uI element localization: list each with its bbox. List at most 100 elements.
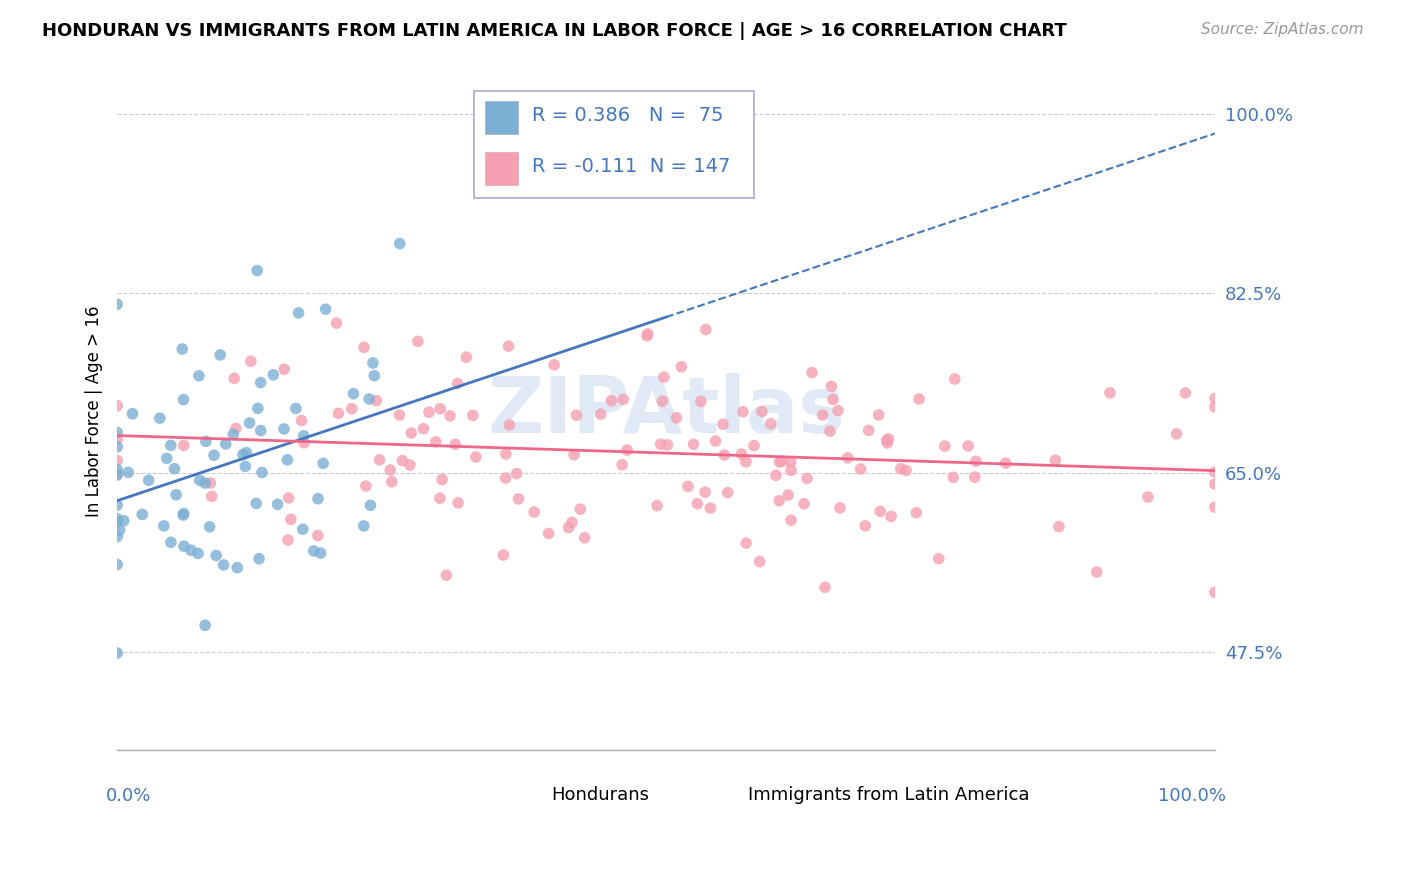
- Point: [876, 434, 898, 448]
- FancyBboxPatch shape: [506, 787, 540, 804]
- Point: [934, 439, 956, 453]
- Point: [665, 410, 688, 425]
- Point: [262, 368, 284, 382]
- Point: [246, 263, 269, 277]
- Point: [600, 393, 623, 408]
- Point: [105, 530, 128, 544]
- Point: [366, 393, 388, 408]
- Point: [232, 448, 254, 462]
- Point: [1166, 426, 1188, 441]
- Point: [942, 470, 965, 484]
- Point: [200, 475, 222, 490]
- Point: [731, 405, 754, 419]
- Point: [890, 462, 912, 476]
- Point: [325, 316, 347, 330]
- Point: [359, 498, 381, 512]
- Point: [957, 439, 980, 453]
- Point: [508, 491, 530, 506]
- Y-axis label: In Labor Force | Age > 16: In Labor Force | Age > 16: [86, 306, 103, 517]
- Point: [779, 455, 801, 469]
- Point: [616, 443, 638, 458]
- Point: [686, 497, 709, 511]
- Point: [801, 366, 824, 380]
- Point: [152, 519, 174, 533]
- Point: [131, 508, 153, 522]
- Point: [388, 408, 411, 422]
- Point: [943, 372, 966, 386]
- Point: [430, 473, 453, 487]
- Point: [247, 551, 270, 566]
- Point: [172, 508, 194, 522]
- Point: [233, 459, 256, 474]
- Point: [173, 507, 195, 521]
- Point: [105, 646, 128, 660]
- Text: Hondurans: Hondurans: [551, 786, 648, 805]
- Point: [277, 533, 299, 547]
- Point: [212, 558, 235, 572]
- Point: [671, 359, 693, 374]
- Point: [1204, 400, 1226, 414]
- Point: [194, 618, 217, 632]
- Point: [523, 505, 546, 519]
- Point: [353, 519, 375, 533]
- Text: Immigrants from Latin America: Immigrants from Latin America: [748, 786, 1029, 805]
- Point: [1045, 453, 1067, 467]
- Point: [447, 496, 470, 510]
- Point: [173, 438, 195, 452]
- Point: [292, 435, 315, 450]
- Point: [328, 406, 350, 420]
- Point: [399, 425, 422, 440]
- Text: 100.0%: 100.0%: [1157, 787, 1226, 805]
- Point: [689, 394, 711, 409]
- Point: [412, 422, 434, 436]
- Point: [215, 437, 238, 451]
- Point: [695, 485, 717, 500]
- Point: [780, 463, 803, 477]
- Point: [105, 498, 128, 512]
- Point: [699, 501, 721, 516]
- Point: [138, 473, 160, 487]
- Point: [315, 302, 337, 317]
- Point: [250, 466, 273, 480]
- Point: [149, 411, 172, 425]
- Point: [464, 450, 486, 464]
- Point: [406, 334, 429, 349]
- Point: [751, 404, 773, 418]
- Point: [853, 518, 876, 533]
- Text: R = 0.386   N =  75: R = 0.386 N = 75: [531, 106, 724, 125]
- Point: [235, 445, 257, 459]
- Point: [557, 520, 579, 534]
- Point: [342, 386, 364, 401]
- Point: [292, 429, 315, 443]
- Point: [117, 466, 139, 480]
- Point: [965, 454, 987, 468]
- Point: [717, 485, 740, 500]
- Point: [180, 543, 202, 558]
- Point: [165, 488, 187, 502]
- Point: [276, 452, 298, 467]
- Point: [224, 371, 246, 385]
- Text: 0.0%: 0.0%: [107, 787, 152, 805]
- Point: [112, 514, 135, 528]
- Point: [880, 509, 903, 524]
- Point: [610, 458, 633, 472]
- Point: [273, 422, 295, 436]
- Point: [399, 458, 422, 472]
- Point: [498, 417, 520, 432]
- Point: [1204, 465, 1226, 479]
- Point: [569, 502, 592, 516]
- Point: [735, 455, 758, 469]
- Point: [249, 376, 271, 390]
- Point: [821, 392, 844, 407]
- Point: [837, 450, 859, 465]
- FancyBboxPatch shape: [704, 787, 737, 804]
- Point: [188, 474, 211, 488]
- Point: [187, 368, 209, 383]
- Point: [820, 379, 842, 393]
- Point: [780, 513, 803, 527]
- Point: [173, 539, 195, 553]
- Point: [280, 512, 302, 526]
- Point: [637, 326, 659, 341]
- Point: [711, 417, 734, 432]
- FancyBboxPatch shape: [485, 153, 517, 185]
